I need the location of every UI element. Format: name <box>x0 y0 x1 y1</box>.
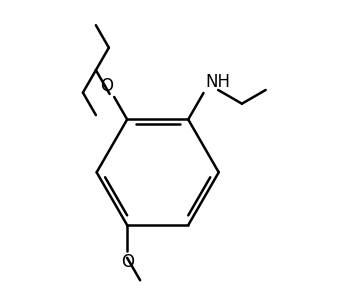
Text: NH: NH <box>205 74 230 91</box>
Text: O: O <box>121 253 134 271</box>
Text: O: O <box>100 77 113 95</box>
